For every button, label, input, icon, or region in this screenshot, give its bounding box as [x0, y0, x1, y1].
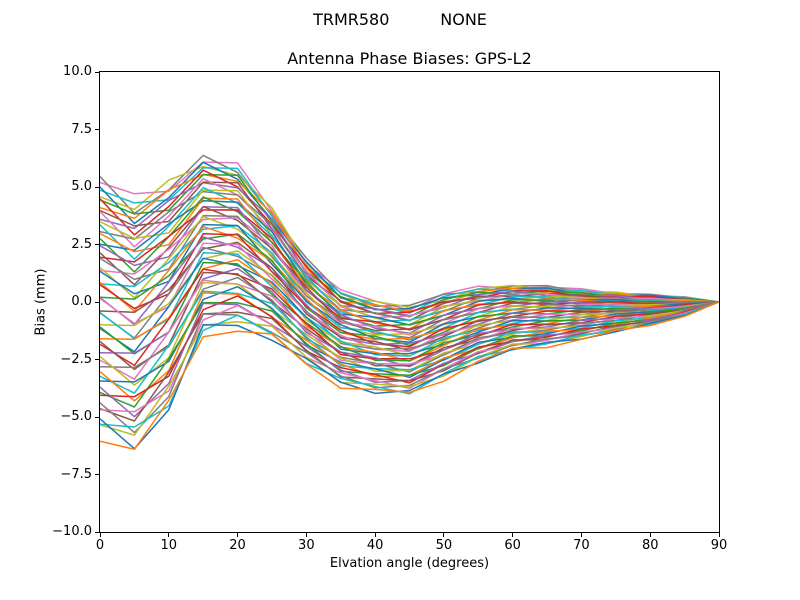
y-tick-label: 2.5	[71, 236, 92, 252]
bias-line-series	[100, 209, 719, 331]
y-tick-mark	[95, 474, 99, 475]
bias-line-series	[100, 225, 719, 341]
y-tick-mark	[95, 301, 99, 303]
y-tick-label: −10.0	[52, 524, 92, 539]
x-tick-mark	[580, 533, 582, 537]
y-tick-label: 10.0	[63, 64, 92, 79]
y-tick-label: 5.0	[71, 179, 92, 194]
x-tick-label: 90	[710, 538, 728, 553]
bias-line-series	[100, 257, 719, 355]
plot-area	[99, 71, 720, 533]
x-tick-label: 60	[504, 538, 521, 553]
y-tick-label: −2.5	[60, 351, 92, 367]
x-tick-label: 70	[573, 538, 590, 553]
bias-line-series	[100, 301, 719, 450]
x-tick-mark	[443, 533, 445, 537]
x-tick-mark	[374, 533, 376, 537]
x-tick-mark	[237, 533, 239, 537]
bias-line-series	[100, 241, 719, 352]
bias-line-series	[100, 268, 719, 367]
bias-line-series	[100, 301, 719, 451]
chart-title: Antenna Phase Biases: GPS-L2	[287, 49, 532, 68]
x-tick-label: 10	[160, 538, 178, 553]
x-tick-label: 80	[641, 538, 659, 553]
bias-line-series	[100, 279, 719, 380]
y-tick-mark	[95, 416, 99, 418]
x-tick-mark	[168, 533, 170, 537]
bias-line-series	[100, 236, 719, 346]
y-tick-mark	[95, 71, 99, 73]
y-tick-mark	[95, 531, 99, 533]
y-tick-label: −7.5	[60, 466, 92, 482]
x-tick-label: 40	[366, 538, 384, 553]
y-tick-mark	[95, 244, 99, 245]
bias-line-series	[100, 290, 719, 394]
x-tick-label: 20	[229, 538, 246, 553]
x-tick-mark	[718, 533, 720, 537]
bias-line-series	[100, 301, 719, 408]
x-axis-label: Elvation angle (degrees)	[329, 556, 490, 571]
x-tick-mark	[305, 533, 307, 537]
y-tick-label: 0.0	[71, 294, 92, 309]
x-tick-mark	[649, 533, 651, 537]
bias-line-series	[100, 301, 719, 434]
y-tick-label: −5.0	[60, 409, 92, 424]
x-tick-label: 50	[435, 538, 453, 553]
x-tick-mark	[99, 533, 101, 537]
lines-layer	[100, 154, 719, 451]
x-tick-mark	[512, 533, 514, 537]
bias-line-series	[100, 246, 719, 350]
bias-line-series	[100, 169, 719, 315]
bias-line-series	[100, 217, 719, 336]
bias-line-series	[100, 165, 719, 309]
figure-suptitle: TRMR580 NONE	[313, 10, 487, 29]
bias-line-series	[100, 233, 719, 347]
y-tick-mark	[95, 359, 99, 360]
y-tick-label: 7.5	[71, 121, 92, 137]
x-tick-label: 30	[298, 538, 315, 553]
y-tick-mark	[95, 186, 99, 188]
bias-line-series	[100, 225, 719, 341]
y-tick-mark	[95, 129, 99, 130]
x-tick-label: 0	[95, 538, 105, 553]
